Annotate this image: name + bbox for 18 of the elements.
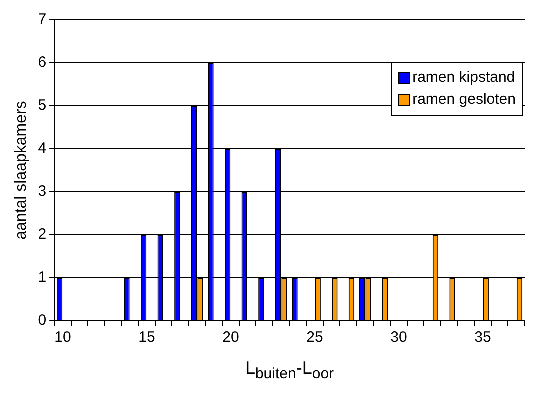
y-tick-label: 7 — [38, 11, 47, 28]
x-tick-label: 30 — [390, 329, 408, 346]
x-tick-label: 20 — [222, 329, 240, 346]
x-tick-label: 15 — [138, 329, 156, 346]
y-tick-label: 6 — [38, 54, 47, 72]
y-tick-label: 2 — [38, 226, 47, 244]
legend-label: ramen kipstand — [412, 68, 516, 88]
x-axis-title: L$_{buiten}$-L$_{oor}$ — [244, 358, 336, 383]
y-tick-label: 1 — [38, 269, 47, 286]
x-tick-label: 10 — [54, 329, 72, 346]
y-tick-label: 0 — [38, 312, 47, 330]
y-axis-title: aantal slaapkamers — [13, 101, 30, 240]
y-tick-label: 5 — [38, 97, 47, 114]
x-tick-label: 35 — [474, 329, 492, 346]
y-tick-label: 3 — [38, 183, 47, 200]
x-tick-label: 25 — [306, 329, 324, 346]
legend-label: ramen gesloten — [412, 90, 516, 110]
y-tick-label: 4 — [38, 140, 47, 158]
